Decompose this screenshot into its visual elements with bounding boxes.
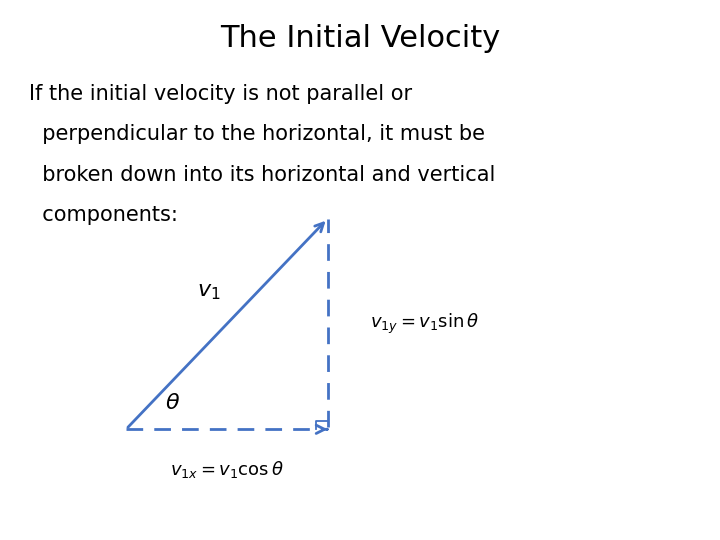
Text: $v_{1x} = v_1 \cos\theta$: $v_{1x} = v_1 \cos\theta$ [170, 459, 284, 480]
Text: $v_{1y} = v_1 \sin\theta$: $v_{1y} = v_1 \sin\theta$ [370, 312, 480, 336]
Text: perpendicular to the horizontal, it must be: perpendicular to the horizontal, it must… [29, 124, 485, 144]
Text: $\theta$: $\theta$ [165, 393, 181, 413]
Text: components:: components: [29, 205, 178, 225]
Text: If the initial velocity is not parallel or: If the initial velocity is not parallel … [29, 84, 412, 104]
Text: The Initial Velocity: The Initial Velocity [220, 24, 500, 53]
Text: $v_1$: $v_1$ [197, 282, 220, 302]
Text: broken down into its horizontal and vertical: broken down into its horizontal and vert… [29, 165, 495, 185]
